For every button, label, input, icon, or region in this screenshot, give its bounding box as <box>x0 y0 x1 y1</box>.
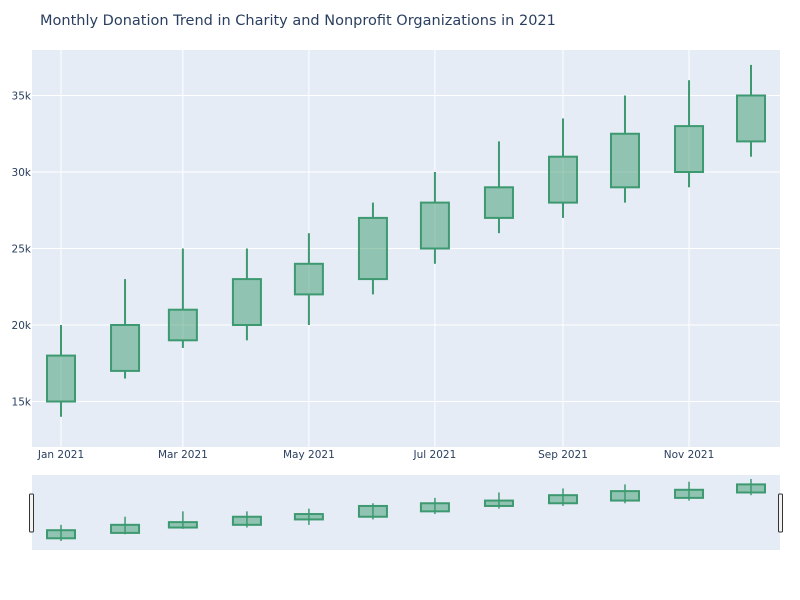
y-tick-label: 30k <box>12 167 32 179</box>
mini-candle <box>736 479 766 496</box>
x-tick-label: May 2021 <box>283 449 335 461</box>
candle[interactable] <box>483 141 514 234</box>
candle-body <box>736 94 766 143</box>
candle[interactable] <box>548 118 579 218</box>
mini-candle <box>419 497 450 515</box>
candle[interactable] <box>293 233 324 325</box>
candle-body <box>167 308 198 342</box>
y-tick-label: 25k <box>12 244 32 256</box>
range-slider-left-handle[interactable] <box>29 493 34 533</box>
candle[interactable] <box>419 172 450 264</box>
candle-body <box>110 324 141 372</box>
mini-candle-body <box>736 483 766 494</box>
mini-candle <box>548 488 579 506</box>
mini-candle-body <box>548 494 579 505</box>
candle[interactable] <box>736 64 766 157</box>
gridlines <box>32 50 780 447</box>
mini-candle <box>231 511 262 528</box>
mini-candle <box>483 492 514 509</box>
mini-candle <box>357 503 388 520</box>
chart-title: Monthly Donation Trend in Charity and No… <box>40 13 556 29</box>
candle-body <box>293 262 324 296</box>
y-tick-label: 35k <box>12 91 32 103</box>
mini-candle <box>609 484 640 504</box>
mini-candle <box>167 511 198 529</box>
candle[interactable] <box>357 202 388 295</box>
mini-candle <box>674 481 705 501</box>
mini-candle <box>293 508 324 525</box>
y-tick-label: 20k <box>12 320 32 332</box>
x-tick-label: Jul 2021 <box>413 449 457 461</box>
candle-body <box>609 132 640 189</box>
mini-candle-body <box>167 521 198 529</box>
x-tick-label: Jan 2021 <box>37 449 84 461</box>
mini-candle <box>46 524 76 541</box>
candle[interactable] <box>167 248 198 348</box>
candle[interactable] <box>674 80 705 188</box>
x-tick-label: Sep 2021 <box>538 449 588 461</box>
mini-candle-body <box>357 504 388 518</box>
mini-candle-body <box>483 499 514 507</box>
candle-body <box>483 186 514 219</box>
mini-candle <box>110 516 141 535</box>
range-slider-track[interactable] <box>32 475 780 550</box>
candle[interactable] <box>46 325 76 417</box>
mini-candle-body <box>419 502 450 513</box>
candle-body <box>674 125 705 173</box>
mini-candle-body <box>110 523 141 534</box>
range-slider-candles <box>46 479 766 541</box>
candle-body <box>419 201 450 250</box>
candle-body <box>231 278 262 327</box>
candle-body <box>46 354 76 403</box>
candle[interactable] <box>609 95 640 203</box>
candle-body <box>357 216 388 281</box>
x-tick-label: Nov 2021 <box>664 449 715 461</box>
candles-main[interactable] <box>46 64 766 417</box>
mini-candle-body <box>293 513 324 521</box>
y-tick-label: 15k <box>12 397 32 409</box>
mini-candle-body <box>231 515 262 526</box>
x-axis-ticks: Jan 2021 Mar 2021 May 2021 Jul 2021 Sep 2021… <box>37 449 714 461</box>
range-slider-right-handle[interactable] <box>778 493 783 533</box>
mini-candle-body <box>46 529 76 540</box>
candle[interactable] <box>231 248 262 341</box>
x-tick-label: Mar 2021 <box>158 449 208 461</box>
mini-candle-body <box>674 488 705 499</box>
candle-body <box>548 155 579 204</box>
y-axis-ticks: 15k 20k 25k 30k 35k <box>12 91 32 409</box>
candle[interactable] <box>110 279 141 379</box>
mini-candle-body <box>609 490 640 502</box>
